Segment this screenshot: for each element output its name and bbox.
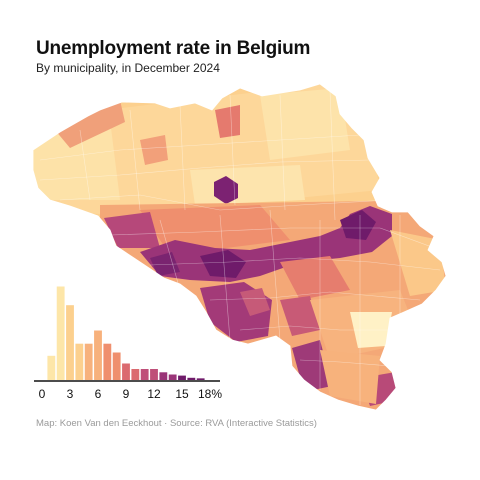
histogram-tick-label: 15 (175, 387, 189, 401)
histogram-bar (103, 343, 112, 380)
histogram-bar (131, 369, 140, 380)
region-mons (150, 252, 180, 276)
region-liege (340, 210, 376, 240)
histogram-bar (112, 352, 121, 380)
histogram-bar (94, 330, 102, 380)
histogram-tick-label: 12 (147, 387, 161, 401)
region-brussels (214, 176, 238, 204)
region-namur (280, 256, 350, 300)
histogram-bar (122, 363, 130, 380)
histogram-bar (168, 374, 177, 380)
municipality-boundaries (39, 89, 441, 405)
histogram-bar (75, 343, 84, 380)
region-antwerp (215, 105, 240, 138)
histogram-bar (150, 369, 158, 380)
region-dinant (280, 296, 320, 336)
histogram-bars (47, 286, 205, 380)
histogram-tick-label: 3 (67, 387, 74, 401)
histogram-bar (187, 377, 196, 380)
histogram-bar (56, 286, 65, 380)
region-hainaut-north (104, 212, 160, 248)
map-subtitle: By municipality, in December 2024 (36, 61, 220, 75)
region-german-speaking (350, 312, 392, 348)
histogram-bar (196, 378, 205, 380)
histogram-bar (66, 305, 74, 380)
region-kempen (260, 88, 350, 160)
map-credit: Map: Koen Van den Eeckhout · Source: RVA… (36, 418, 317, 429)
histogram-bar (47, 355, 56, 380)
map-title: Unemployment rate in Belgium (36, 38, 311, 59)
belgium-outline (32, 83, 447, 411)
region-thuin (240, 288, 270, 316)
histogram-bar (178, 375, 186, 380)
histogram-bar (140, 369, 149, 380)
region-ghent (140, 135, 168, 165)
region-coast (55, 100, 125, 148)
histogram-tick-label: 18% (198, 387, 222, 401)
region-luxembourg (320, 350, 380, 404)
region-sambre-meuse-belt (140, 206, 392, 282)
histogram-bar (84, 343, 93, 380)
histogram-tick-label: 0 (39, 387, 46, 401)
histogram-tick-label: 9 (123, 387, 130, 401)
histogram-tick-label: 6 (95, 387, 102, 401)
histogram-tick-labels: 0 3 6 9 12 15 18% (39, 387, 223, 401)
histogram-bar (159, 372, 168, 380)
region-charleroi (200, 250, 246, 278)
